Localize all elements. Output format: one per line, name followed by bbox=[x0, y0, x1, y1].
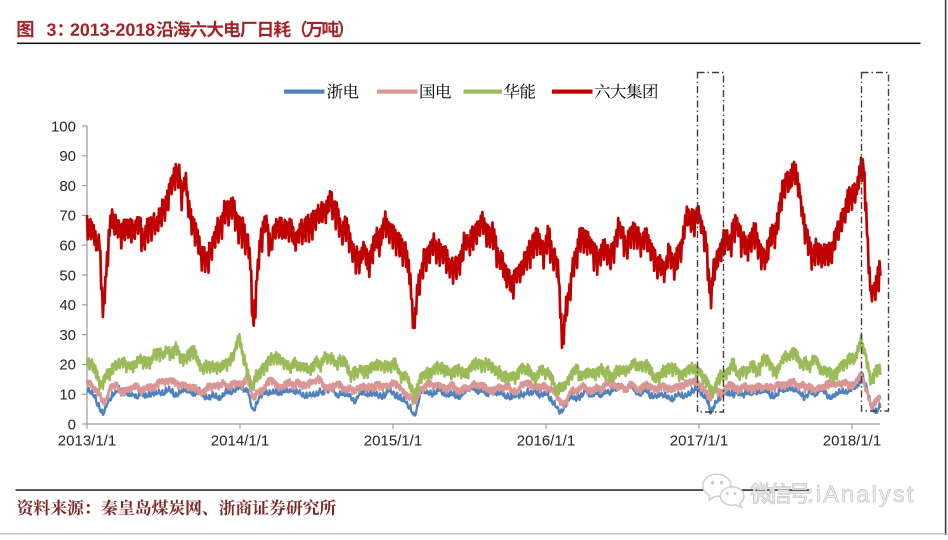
svg-text:0: 0 bbox=[68, 416, 76, 433]
svg-text:90: 90 bbox=[59, 148, 76, 165]
svg-text:40: 40 bbox=[59, 297, 76, 314]
svg-text:2017/1/1: 2017/1/1 bbox=[670, 432, 728, 449]
svg-text:100: 100 bbox=[51, 118, 76, 135]
svg-text:70: 70 bbox=[59, 208, 76, 225]
svg-text:2016/1/1: 2016/1/1 bbox=[517, 432, 575, 449]
svg-text:2018/1/1: 2018/1/1 bbox=[823, 432, 881, 449]
svg-text:2015/1/1: 2015/1/1 bbox=[364, 432, 422, 449]
svg-text:2013/1/1: 2013/1/1 bbox=[58, 432, 116, 449]
svg-text:10: 10 bbox=[59, 387, 76, 404]
svg-text:60: 60 bbox=[59, 238, 76, 255]
svg-text:80: 80 bbox=[59, 178, 76, 195]
svg-text:50: 50 bbox=[59, 267, 76, 284]
svg-text:2014/1/1: 2014/1/1 bbox=[211, 432, 269, 449]
svg-text:20: 20 bbox=[59, 357, 76, 374]
svg-text:30: 30 bbox=[59, 327, 76, 344]
